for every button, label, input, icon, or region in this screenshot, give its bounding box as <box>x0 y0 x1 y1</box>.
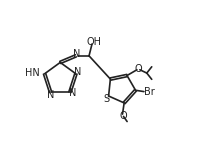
Text: N: N <box>73 49 81 59</box>
Text: Br: Br <box>143 87 154 97</box>
Text: S: S <box>103 94 109 104</box>
Text: OH: OH <box>87 37 102 47</box>
Text: O: O <box>135 64 142 74</box>
Text: N: N <box>69 88 76 98</box>
Text: HN: HN <box>25 68 40 78</box>
Text: N: N <box>74 67 81 77</box>
Text: N: N <box>47 90 54 100</box>
Text: O: O <box>119 111 127 121</box>
